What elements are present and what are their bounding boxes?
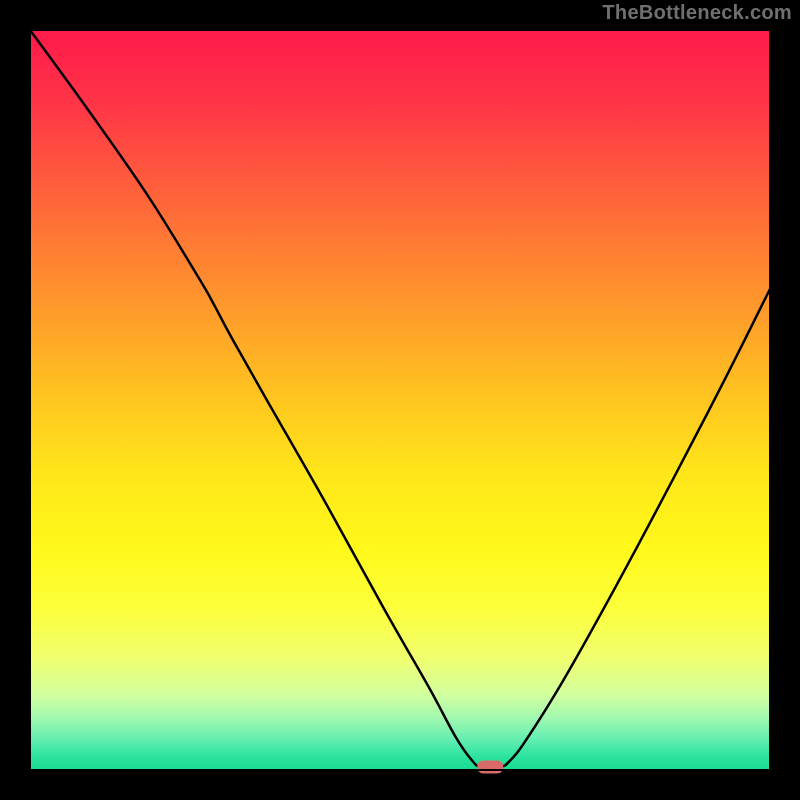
- chart-container: TheBottleneck.com: [0, 0, 800, 800]
- optimum-marker: [477, 761, 503, 774]
- plot-background: [30, 30, 770, 770]
- watermark-text: TheBottleneck.com: [602, 2, 792, 25]
- bottleneck-chart-svg: [0, 0, 800, 800]
